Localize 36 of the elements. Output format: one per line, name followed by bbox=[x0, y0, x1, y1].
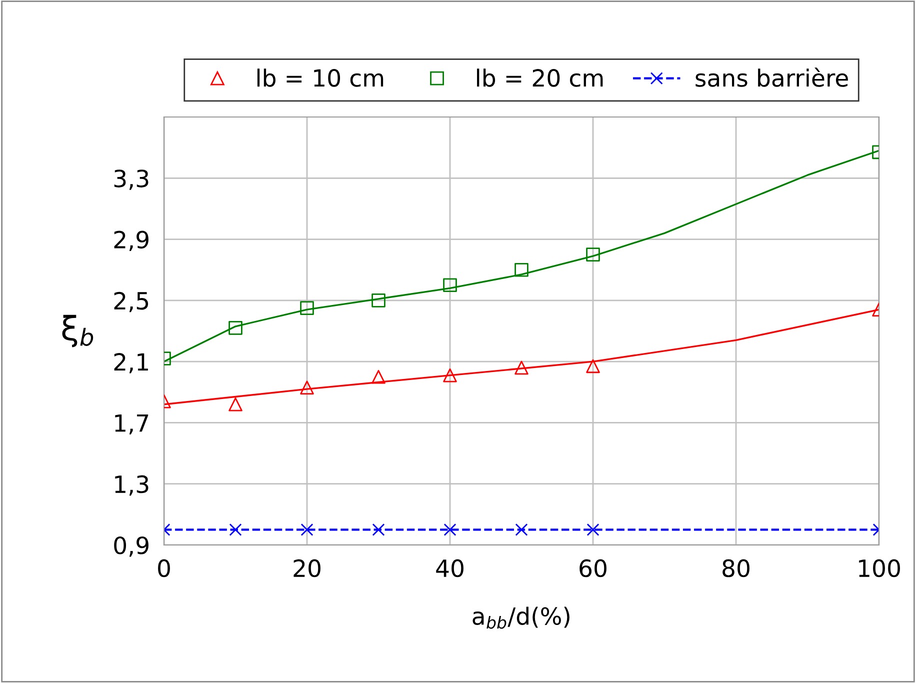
x-tick-label: 60 bbox=[580, 559, 606, 578]
y-tick-label: 2,1 bbox=[114, 353, 148, 374]
point bbox=[229, 523, 242, 536]
y-tick-label: 0,9 bbox=[114, 536, 148, 557]
y-tick-label: 2,9 bbox=[114, 230, 148, 251]
point bbox=[372, 370, 386, 384]
legend-label: lb = 20 cm bbox=[477, 68, 603, 87]
x-tick-label: 40 bbox=[436, 559, 464, 578]
point bbox=[586, 359, 600, 374]
point bbox=[514, 262, 528, 277]
point bbox=[443, 368, 457, 382]
point bbox=[372, 523, 385, 536]
x-tick-label: 20 bbox=[294, 559, 320, 578]
point bbox=[586, 523, 600, 536]
x-tick-label: 80 bbox=[722, 559, 750, 578]
y-axis-title: ξ$_{b}$ bbox=[62, 314, 94, 348]
point bbox=[443, 278, 457, 292]
x-tick-label: 0 bbox=[158, 559, 170, 578]
point bbox=[372, 294, 386, 308]
y-tick-label: 3,3 bbox=[114, 170, 148, 190]
point bbox=[300, 301, 314, 315]
x-tick-label: 100 bbox=[859, 559, 900, 578]
point bbox=[300, 523, 314, 536]
legend-label: sans barrière bbox=[696, 68, 848, 87]
point bbox=[444, 523, 456, 536]
y-tick-label: 1,3 bbox=[115, 475, 148, 496]
y-tick-label: 1,7 bbox=[115, 414, 148, 434]
point bbox=[300, 380, 314, 394]
point bbox=[586, 248, 600, 262]
point bbox=[228, 397, 242, 412]
point bbox=[228, 321, 242, 335]
legend-label: lb = 10 cm bbox=[257, 68, 384, 87]
point bbox=[515, 523, 528, 536]
x-axis-title: a$_{bb}$/d(%) bbox=[472, 606, 570, 629]
point bbox=[514, 360, 528, 375]
y-tick-label: 2,5 bbox=[114, 292, 148, 312]
